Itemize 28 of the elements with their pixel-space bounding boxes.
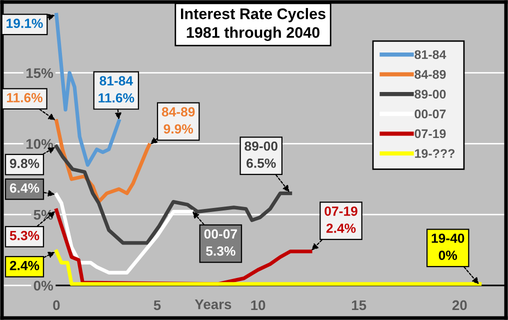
annotation: 19-40 0% xyxy=(432,234,464,260)
legend-label: 07-19 xyxy=(414,129,446,138)
annotation: 89-00 6.5% xyxy=(244,141,278,168)
x-tick-label: 5 xyxy=(154,300,161,310)
annotation: 11.6% xyxy=(6,93,42,102)
legend-label: 81-84 xyxy=(414,50,446,60)
annotation: 2.4% xyxy=(10,260,40,270)
x-tick-label: 15 xyxy=(352,300,366,310)
legend-label: 89-00 xyxy=(414,90,446,99)
annotation: 84-89 9.9% xyxy=(162,107,195,134)
x-tick-label: 10 xyxy=(251,300,266,310)
annotation: 07-19 2.4% xyxy=(324,206,358,233)
annotation: 6.4% xyxy=(10,183,40,193)
text: Interest Rate Cycles 1981 through 2040 xyxy=(181,8,326,41)
y-tick-label: 0% xyxy=(34,280,54,291)
annotation: 19.1% xyxy=(6,18,43,28)
annotation: 81-84 11.6% xyxy=(98,76,134,103)
legend-label: 19-??? xyxy=(415,149,454,158)
legend-label: 00-07 xyxy=(414,110,446,118)
y-tick-label: 10% xyxy=(26,139,54,149)
legend-label: 84-89 xyxy=(414,70,446,79)
annotation: 5.3% xyxy=(10,230,40,240)
y-tick-label: 15% xyxy=(26,68,54,78)
x-tick-label: 20 xyxy=(452,300,467,310)
annotation: 00-07 5.3% xyxy=(204,229,237,256)
x-tick-label: 0 xyxy=(53,300,60,310)
x-axis-title: Years xyxy=(194,300,232,310)
annotation: 9.8% xyxy=(10,158,40,168)
